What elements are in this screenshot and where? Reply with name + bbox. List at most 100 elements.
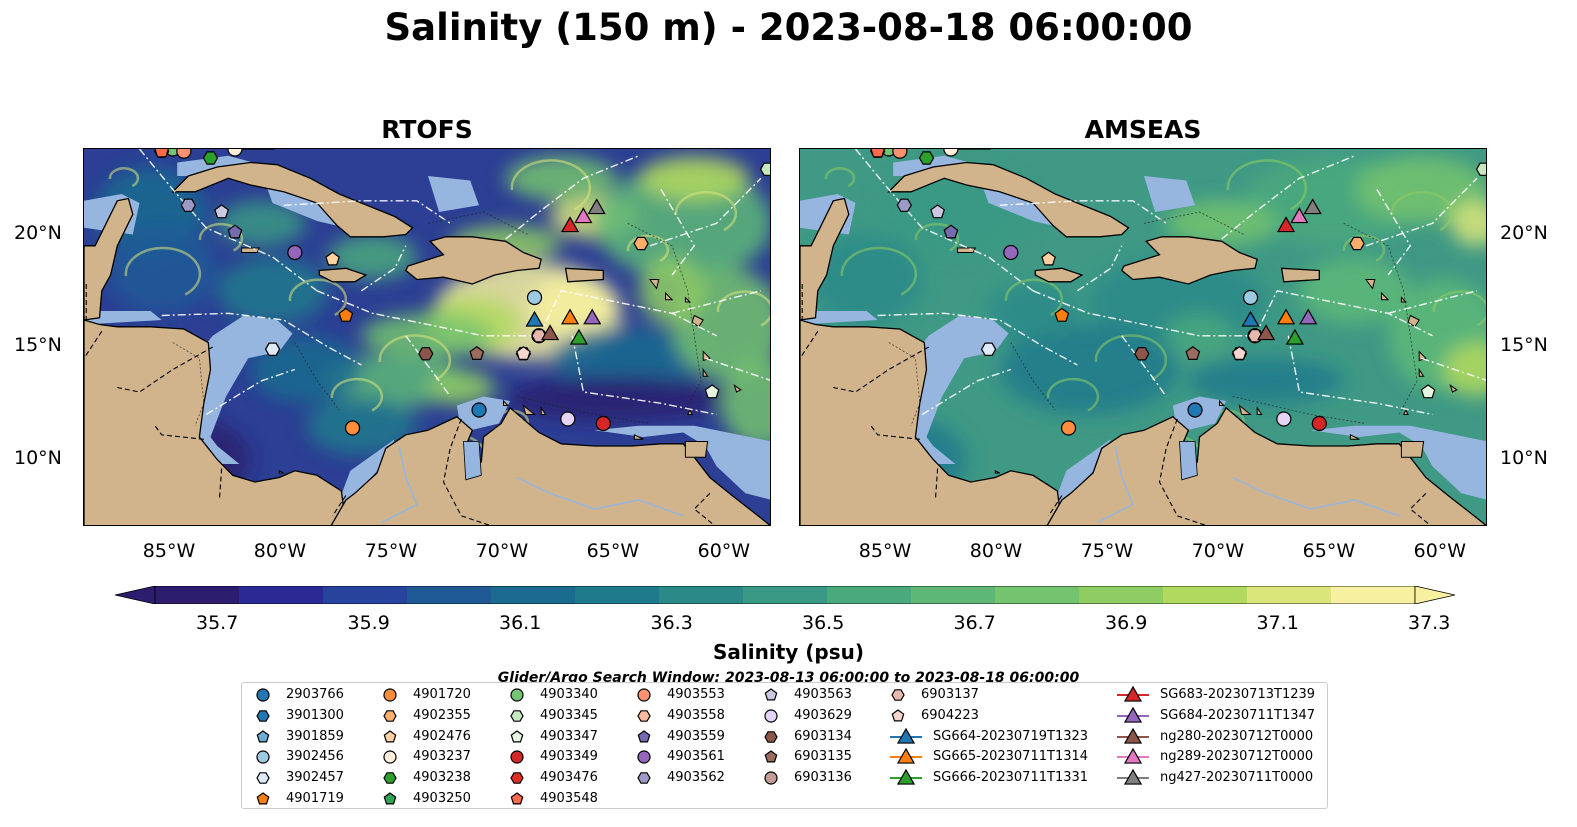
shelf-area xyxy=(1144,176,1195,212)
legend-circle-icon xyxy=(510,750,524,764)
legend-entry: ng289-20230712T0000 xyxy=(1116,747,1316,767)
legend-pentagon-icon xyxy=(637,729,651,743)
island xyxy=(1418,367,1425,377)
station-4903237 xyxy=(943,149,959,157)
shelf-area xyxy=(428,176,479,212)
colorbar-tick-label: 35.9 xyxy=(347,612,390,634)
legend-label: SG683-20230713T1239 xyxy=(1160,687,1316,702)
station-4901719 xyxy=(338,307,354,322)
legend-triangle-icon xyxy=(1123,768,1143,785)
station-4903559 xyxy=(943,224,959,239)
station-6903134 xyxy=(418,347,434,361)
land-southAmerica xyxy=(330,406,770,525)
station-4903561 xyxy=(1003,244,1019,261)
colorbar-tick-label: 36.7 xyxy=(953,612,996,634)
y-tick-label-left: 10°N xyxy=(14,446,62,469)
shelf-area xyxy=(1310,425,1486,500)
station-4903238 xyxy=(918,151,935,165)
eddy-swirl xyxy=(840,246,918,296)
station-4902355 xyxy=(633,236,649,251)
legend-triangle-icon xyxy=(896,727,916,744)
salinity-blob xyxy=(305,396,417,455)
legend-label: 2903766 xyxy=(286,687,344,702)
country-border xyxy=(154,425,204,440)
legend-hexagon-icon xyxy=(764,730,778,743)
colorbar-title: Salinity (psu) xyxy=(712,640,864,664)
island xyxy=(684,296,692,303)
shelf-area xyxy=(800,311,878,325)
station-SG683-20230713T1239 xyxy=(560,216,580,233)
legend-label: 6904223 xyxy=(921,707,979,723)
legend-marker xyxy=(256,750,270,764)
colorbar-segment xyxy=(659,586,744,604)
station-4903347 xyxy=(1420,384,1436,399)
eez-boundary xyxy=(649,177,762,247)
station-4903559 xyxy=(227,224,243,239)
legend-marker xyxy=(383,772,397,784)
eez-boundary xyxy=(1387,290,1478,314)
eez-boundary xyxy=(161,312,362,366)
legend-triangle-icon xyxy=(896,748,916,765)
colorbar-tick-label: 36.5 xyxy=(802,612,845,634)
colorbar-segment xyxy=(743,586,828,604)
shelf-area xyxy=(266,185,346,228)
legend-marker xyxy=(764,688,778,701)
station-3902457 xyxy=(980,342,997,356)
station-6904223 xyxy=(1232,346,1247,360)
x-tick-label: 65°W xyxy=(1302,540,1356,562)
station-4903562 xyxy=(896,198,912,212)
land-jamaica xyxy=(1034,267,1084,283)
eez-boundary xyxy=(283,200,451,224)
legend-marker xyxy=(510,750,524,764)
legend-hexagon-icon xyxy=(256,772,270,784)
legend-entry: 4902476 xyxy=(381,727,581,747)
eddy-swirl xyxy=(108,167,140,188)
legend-marker xyxy=(637,772,651,784)
country-border xyxy=(1048,495,1063,517)
station-ng280-20230712T0000 xyxy=(540,324,560,341)
legend-marker xyxy=(1117,727,1149,744)
legend-entry: 4903629 xyxy=(762,706,962,726)
y-tick-label-right: 10°N xyxy=(1500,446,1548,469)
eddy-swirl xyxy=(288,278,348,317)
legend-marker xyxy=(256,792,270,805)
legend-label: 4903548 xyxy=(540,791,598,806)
colorbar-segment xyxy=(323,586,408,604)
station-4902476 xyxy=(325,251,340,266)
salinity-blob xyxy=(1299,257,1411,325)
legend-entry: 4903349 xyxy=(508,747,708,767)
bathymetry-contour xyxy=(1143,211,1245,235)
legend-entry: SG683-20230713T1239 xyxy=(1116,685,1316,705)
legend-label: 6903136 xyxy=(794,770,852,786)
bathymetry-contour xyxy=(1010,342,1056,411)
eddy-swirl xyxy=(330,377,384,412)
legend-marker xyxy=(890,727,922,744)
country-border xyxy=(800,330,819,359)
colorbar xyxy=(115,586,1455,604)
lake-maracaibo xyxy=(463,441,482,481)
island xyxy=(503,399,510,406)
land-puertorico xyxy=(564,267,604,283)
salinity-blob xyxy=(1443,342,1486,397)
legend-triangle-icon xyxy=(1123,727,1143,744)
island xyxy=(665,291,674,301)
salinity-blob xyxy=(505,376,728,422)
colorbar-segment xyxy=(1331,586,1416,604)
map-amseas-canvas xyxy=(800,149,1486,525)
land-cuba xyxy=(887,161,1130,238)
river xyxy=(381,445,418,524)
legend-triangle-icon xyxy=(896,768,916,785)
salinity-blob xyxy=(550,326,706,390)
eez-boundary xyxy=(1287,335,1433,416)
x-tick-label: 75°W xyxy=(1080,540,1134,562)
eez-boundary xyxy=(405,335,451,397)
bathymetry-contour xyxy=(516,396,650,424)
island xyxy=(684,441,709,458)
island xyxy=(540,406,547,415)
salinity-blob xyxy=(328,234,417,280)
legend-hexagon-icon xyxy=(256,709,270,722)
legend-pentagon-icon xyxy=(510,792,524,805)
colorbar-tick-label: 37.1 xyxy=(1256,612,1299,634)
salinity-blob xyxy=(361,313,495,359)
legend-label: 3902456 xyxy=(286,749,344,765)
